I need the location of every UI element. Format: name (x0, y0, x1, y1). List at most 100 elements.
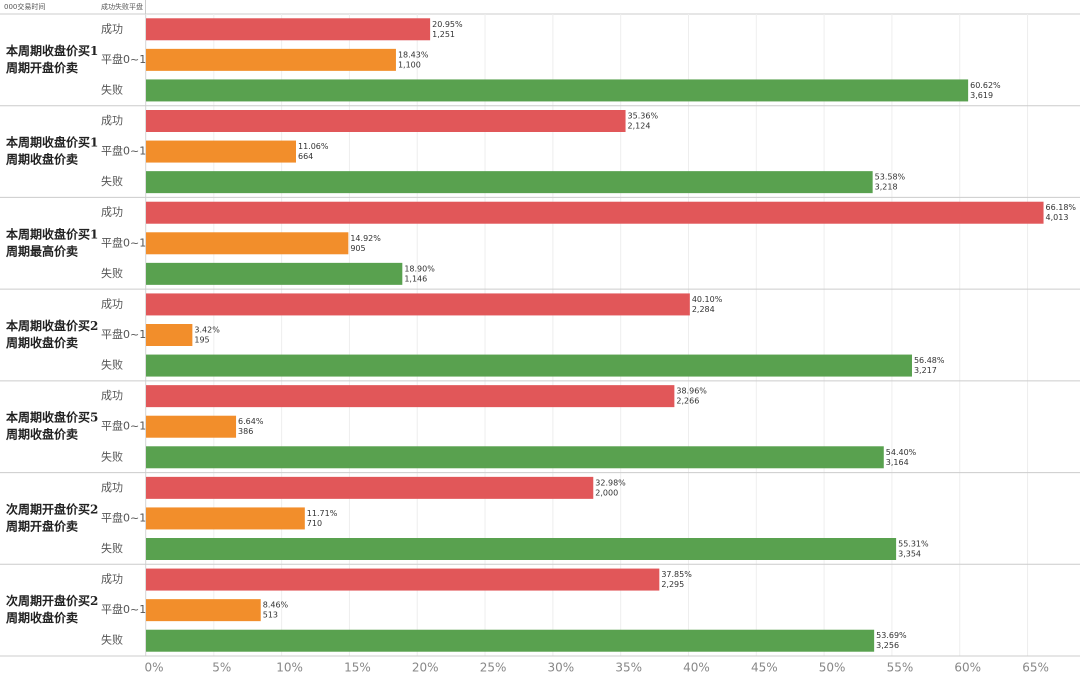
x-tick-label: 15% (344, 661, 371, 675)
bar (146, 18, 431, 41)
bar (146, 79, 969, 102)
count-label: 1,146 (404, 274, 427, 283)
x-tick-label: 5% (212, 661, 231, 675)
series-label: 平盘0~1 (101, 235, 146, 249)
bar (146, 201, 1044, 224)
count-label: 2,000 (595, 488, 618, 497)
count-label: 3,256 (876, 641, 899, 650)
x-tick-label: 40% (683, 661, 710, 675)
group-label: 次周期开盘价买2 (6, 501, 98, 516)
bar (146, 385, 675, 408)
value-label: 56.48% (914, 356, 945, 365)
bar (146, 171, 873, 194)
count-label: 1,100 (398, 60, 421, 69)
group-label: 本周期收盘价买1 (6, 226, 98, 241)
series-label: 平盘0~1 (101, 52, 146, 66)
bar (146, 568, 660, 591)
series-label: 失败 (101, 358, 123, 372)
header-group: 000交易时间 (4, 2, 45, 11)
group-label: 周期开盘价卖 (6, 60, 78, 75)
bar (146, 446, 884, 469)
series-label: 平盘0~1 (101, 602, 146, 616)
count-label: 386 (238, 427, 253, 436)
series-label: 失败 (101, 266, 123, 280)
x-tick-label: 30% (548, 661, 575, 675)
series-label: 平盘0~1 (101, 510, 146, 524)
bar (146, 293, 690, 316)
x-tick-label: 50% (819, 661, 846, 675)
value-label: 55.31% (898, 540, 929, 549)
count-label: 905 (350, 244, 365, 253)
bar (146, 476, 594, 499)
value-label: 3.42% (194, 326, 220, 335)
series-label: 失败 (101, 82, 123, 96)
bar (146, 48, 396, 71)
series-label: 成功 (101, 573, 123, 586)
count-label: 664 (298, 152, 313, 161)
group-label: 次周期开盘价买2 (6, 593, 98, 608)
series-label: 成功 (101, 22, 123, 35)
x-tick-label: 0% (144, 661, 163, 675)
value-label: 37.85% (661, 570, 692, 579)
series-label: 失败 (101, 174, 123, 188)
count-label: 195 (194, 336, 209, 345)
bar (146, 110, 626, 132)
value-label: 18.43% (398, 50, 429, 59)
group-label: 本周期收盘价买1 (6, 43, 98, 58)
count-label: 513 (263, 611, 278, 620)
header-series: 成功失败平盘 (101, 2, 143, 11)
series-label: 成功 (101, 297, 123, 310)
group-label: 周期收盘价卖 (6, 427, 78, 442)
value-label: 38.96% (676, 387, 707, 396)
value-label: 40.10% (692, 295, 723, 304)
count-label: 2,295 (661, 580, 684, 589)
bar (146, 262, 403, 285)
x-tick-label: 25% (480, 661, 507, 675)
group-label: 周期收盘价卖 (6, 152, 78, 167)
series-label: 成功 (101, 114, 123, 127)
value-label: 35.36% (628, 112, 659, 121)
value-label: 20.95% (432, 20, 463, 29)
count-label: 2,266 (676, 397, 699, 406)
count-label: 3,164 (886, 458, 909, 467)
group-label: 本周期收盘价买2 (6, 318, 98, 333)
value-label: 60.62% (970, 81, 1001, 90)
count-label: 3,354 (898, 550, 921, 559)
x-tick-label: 55% (887, 661, 914, 675)
count-label: 2,284 (692, 305, 715, 314)
group-label: 周期开盘价卖 (6, 518, 78, 533)
value-label: 11.71% (307, 509, 338, 518)
count-label: 2,124 (628, 122, 651, 131)
value-label: 14.92% (350, 234, 381, 243)
bar (146, 507, 305, 530)
value-label: 54.40% (886, 448, 917, 457)
value-label: 6.64% (238, 417, 264, 426)
count-label: 710 (307, 519, 322, 528)
series-label: 失败 (101, 633, 123, 647)
count-label: 3,619 (970, 91, 993, 100)
series-label: 成功 (101, 481, 123, 494)
value-label: 53.58% (875, 173, 906, 182)
x-tick-label: 45% (751, 661, 778, 675)
series-label: 平盘0~1 (101, 144, 146, 158)
value-label: 53.69% (876, 631, 907, 640)
x-tick-label: 20% (412, 661, 439, 675)
value-label: 8.46% (263, 601, 289, 610)
value-label: 32.98% (595, 478, 626, 487)
bar (146, 140, 296, 163)
x-tick-label: 60% (954, 661, 981, 675)
count-label: 1,251 (432, 30, 455, 39)
x-tick-label: 10% (276, 661, 303, 675)
bar (146, 629, 875, 652)
bar (146, 599, 261, 622)
count-label: 3,217 (914, 366, 937, 375)
bar (146, 354, 912, 377)
series-label: 成功 (101, 206, 123, 219)
value-label: 18.90% (404, 264, 435, 273)
series-label: 失败 (101, 449, 123, 463)
x-tick-label: 35% (615, 661, 642, 675)
bar (146, 415, 237, 438)
value-label: 11.06% (298, 142, 329, 151)
count-label: 4,013 (1046, 213, 1069, 222)
